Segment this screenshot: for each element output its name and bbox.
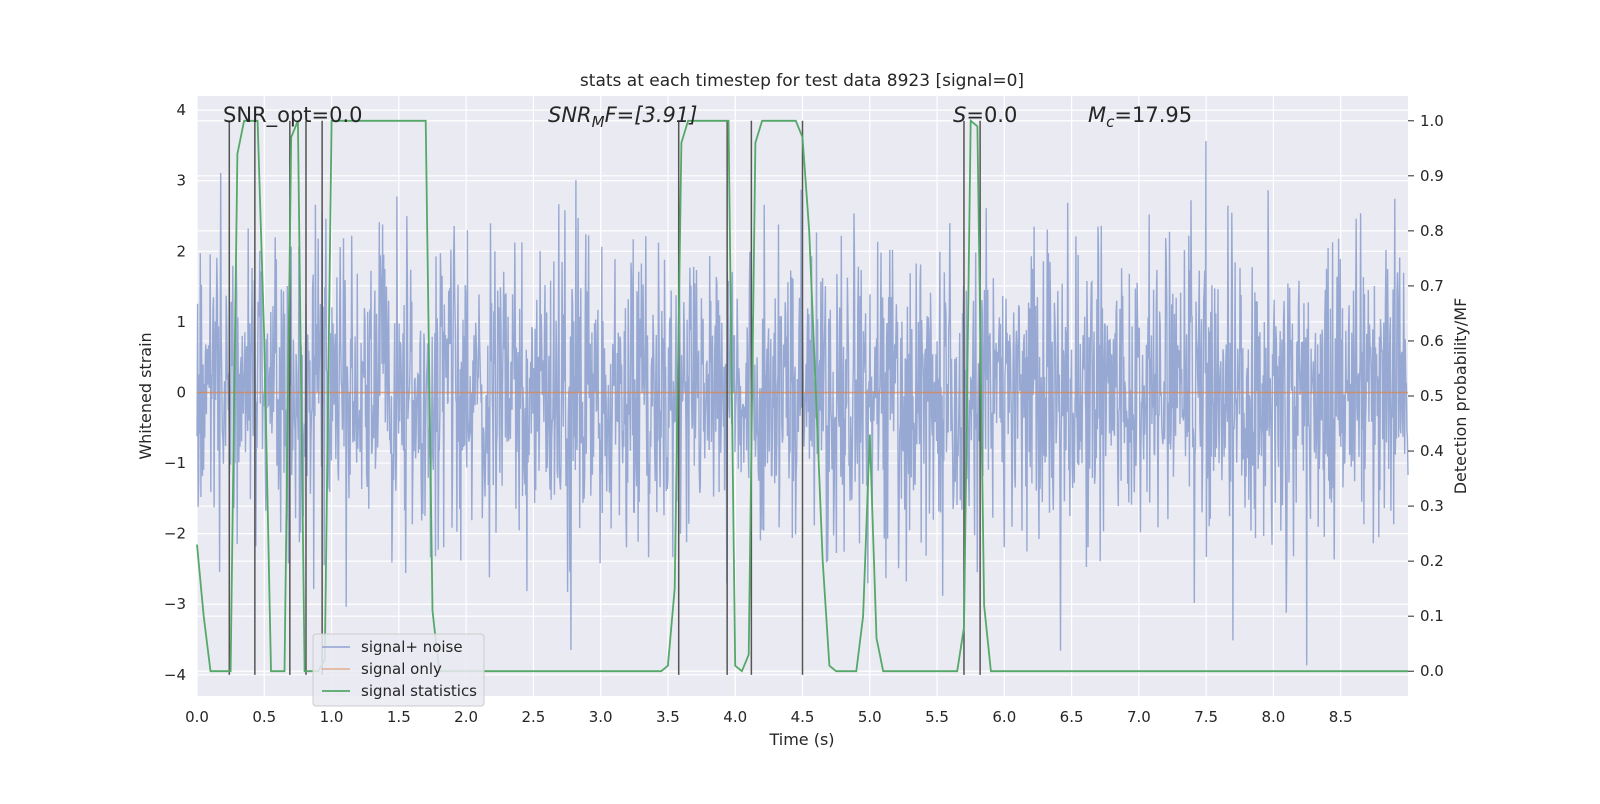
x-tick-label: 7.5: [1194, 708, 1218, 726]
y-right-tick-label: 0.7: [1420, 277, 1444, 295]
y-left-tick-label: 1: [176, 313, 186, 331]
x-tick-label: 3.5: [656, 708, 680, 726]
y-left-tick-label: 0: [176, 383, 186, 401]
y-left-tick-label: 3: [176, 172, 186, 190]
annotations: SNR_opt=0.0 SNRMF=[3.91] S=0.0 Mc=17.95: [223, 103, 1192, 131]
x-tick-label: 1.0: [320, 708, 344, 726]
y-right-tick-label: 0.9: [1420, 167, 1444, 185]
x-tick-label: 2.5: [521, 708, 545, 726]
annotation-mc-value: =17.95: [1114, 103, 1192, 127]
x-tick-label: 7.0: [1127, 708, 1151, 726]
y-axis-right-ticks: 0.0 0.1 0.2 0.3 0.4 0.5 0.6 0.7 0.8 0.9 1.0: [1408, 112, 1444, 680]
x-tick-label: 5.0: [858, 708, 882, 726]
x-axis-label: Time (s): [768, 730, 834, 749]
annotation-snr-mf-value: F=[3.91]: [605, 103, 698, 127]
x-tick-label: 8.5: [1329, 708, 1353, 726]
x-tick-label: 5.5: [925, 708, 949, 726]
y-right-tick-label: 0.5: [1420, 387, 1444, 405]
x-axis-ticks: 0.0 0.5 1.0 1.5 2.0 2.5 3.0 3.5 4.0 4.5 5.0 5.5 6.0 6…: [185, 708, 1353, 726]
y-right-tick-label: 0.4: [1420, 442, 1444, 460]
y-left-tick-label: −3: [164, 595, 186, 613]
x-tick-label: 3.0: [589, 708, 613, 726]
annotation-s: S=0.0: [953, 103, 1017, 127]
y-axis-left-ticks: −4 −3 −2 −1 0 1 2 3 4: [164, 101, 186, 684]
signal-statistics-line: [196, 118, 1408, 673]
y-axis-left-label: Whitened strain: [136, 332, 155, 459]
annotation-s-symbol: S: [953, 103, 966, 127]
y-right-tick-label: 0.6: [1420, 332, 1444, 350]
annotation-mc-symbol: M: [1088, 103, 1106, 127]
annotation-snr-mf-symbol: SNR: [548, 103, 592, 127]
y-right-tick-label: 0.1: [1420, 607, 1444, 625]
legend-box: [312, 633, 485, 707]
annotation-mc-subscript: c: [1106, 113, 1115, 131]
legend: signal+ noise signal only signal statist…: [312, 633, 485, 707]
signal-statistics-layer: [196, 118, 1408, 673]
x-tick-label: 4.5: [791, 708, 815, 726]
annotation-snr-mf-subscript: M: [592, 113, 605, 131]
y-right-tick-label: 0.2: [1420, 552, 1444, 570]
y-left-tick-label: −4: [164, 666, 186, 684]
y-right-tick-label: 0.0: [1420, 662, 1444, 680]
y-right-tick-label: 1.0: [1420, 112, 1444, 130]
annotation-snr-opt: SNR_opt=0.0: [223, 103, 363, 128]
y-left-tick-label: 2: [176, 242, 186, 260]
x-tick-label: 2.0: [454, 708, 478, 726]
x-tick-label: 0.0: [185, 708, 209, 726]
annotation-s-value: =0.0: [966, 103, 1017, 127]
y-left-tick-label: −1: [164, 454, 186, 472]
x-tick-label: 8.0: [1262, 708, 1286, 726]
y-left-tick-label: −2: [164, 525, 186, 543]
annotation-snr-mf: SNRMF=[3.91]: [548, 103, 697, 131]
annotation-mc: Mc=17.95: [1088, 103, 1192, 131]
x-tick-label: 0.5: [252, 708, 276, 726]
y-axis-right-label: Detection probability/MF: [1451, 298, 1470, 495]
y-right-tick-label: 0.3: [1420, 497, 1444, 515]
chart-title: stats at each timestep for test data 892…: [580, 71, 1024, 91]
legend-label-signal-noise: signal+ noise: [361, 638, 463, 656]
y-left-tick-label: 4: [176, 101, 186, 119]
x-tick-label: 6.5: [1060, 708, 1084, 726]
legend-label-signal-only: signal only: [361, 660, 442, 678]
x-tick-label: 1.5: [387, 708, 411, 726]
y-right-tick-label: 0.8: [1420, 222, 1444, 240]
x-tick-label: 6.0: [992, 708, 1016, 726]
legend-label-signal-statistics: signal statistics: [361, 682, 477, 700]
x-tick-label: 4.0: [723, 708, 747, 726]
